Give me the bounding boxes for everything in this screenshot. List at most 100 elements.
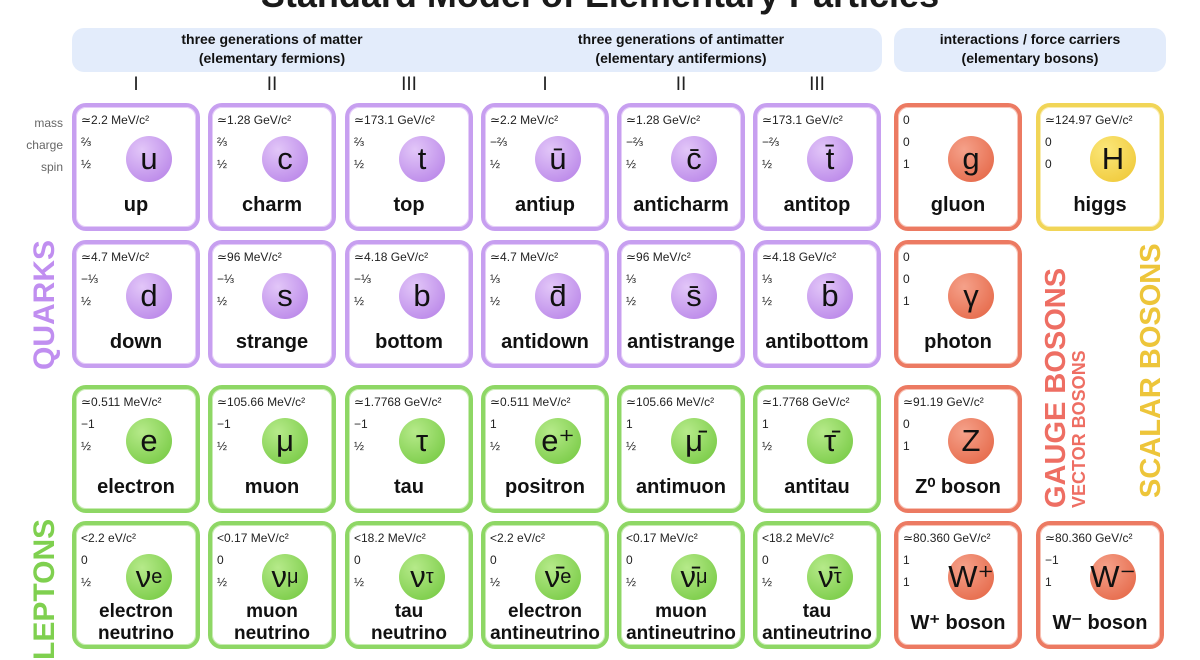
fermions-header-band (72, 28, 882, 72)
particle-spin: ½ (81, 439, 92, 453)
particle-spin: ½ (81, 575, 92, 589)
particle-card-photon: 0 0 1 γ photon (894, 240, 1022, 368)
particle-charge: ⅔ (81, 135, 92, 149)
particle-name: antibottom (757, 331, 877, 353)
particle-charge: −1 (217, 417, 231, 431)
particle-mass: ≃1.7768 GeV/c² (354, 395, 442, 409)
particle-name-line1: down (109, 331, 163, 353)
particle-mass: <0.17 MeV/c² (217, 531, 289, 545)
particle-name-line1: electron (508, 601, 582, 622)
particle-symbol: τ̄ (823, 423, 837, 458)
particle-symbol-circle: τ̄ (807, 418, 853, 464)
particle-name-line1: antitau (784, 476, 850, 498)
particle-name: antistrange (621, 331, 741, 353)
particle-spin: ½ (217, 157, 228, 171)
particle-charge: 1 (490, 417, 497, 431)
particle-mass: ≃105.66 MeV/c² (217, 395, 306, 409)
particle-card-antitop: ≃173.1 GeV/c² −⅔ ½ t̄ antitop (753, 103, 881, 231)
particle-symbol: c (277, 141, 293, 176)
particle-name-line1: tau (394, 476, 424, 498)
vector-bosons-label: VECTOR BOSONS (1069, 350, 1089, 508)
particle-charge: 0 (626, 553, 633, 567)
mass-label: mass (34, 116, 63, 130)
particle-spin: ½ (217, 439, 228, 453)
particle-spin: 1 (903, 294, 910, 308)
generation-label: II (266, 74, 278, 95)
particle-symbol-circle: ν̄ τ (807, 554, 853, 600)
generation-label: II (675, 74, 687, 95)
particle-mass: <18.2 MeV/c² (354, 531, 426, 545)
particle-mass: ≃80.360 GeV/c² (1045, 531, 1133, 545)
antimatter-header-line1: three generations of antimatter (577, 31, 785, 47)
particle-charge: −1 (1045, 553, 1059, 567)
particle-symbol: d (140, 278, 158, 313)
particle-spin: ½ (354, 157, 365, 171)
particle-symbol: H (1101, 141, 1125, 176)
particle-name: electron antineutrino (485, 601, 605, 645)
particle-charge: ⅓ (490, 272, 501, 286)
particle-card-muon: ≃105.66 MeV/c² −1 ½ μ muon (208, 385, 336, 513)
particle-name: antitop (757, 194, 877, 216)
particle-name: muon antineutrino (621, 601, 741, 645)
particle-spin: ½ (217, 294, 228, 308)
particle-charge: ⅓ (626, 272, 637, 286)
particle-card-tau-antineutrino: <18.2 MeV/c² 0 ½ ν̄ τ tau antineutrino (753, 521, 881, 649)
matter-header-line1: three generations of matter (181, 31, 363, 47)
particle-charge: 0 (903, 417, 910, 431)
particle-spin: ½ (354, 575, 365, 589)
particle-mass: <2.2 eV/c² (81, 531, 137, 545)
particle-symbol: s̄ (686, 278, 702, 313)
particle-mass: ≃4.18 GeV/c² (762, 250, 837, 264)
particle-symbol-subscript: e (560, 565, 572, 588)
particle-symbol-circle: d̄ (535, 273, 581, 319)
particle-name: strange (212, 331, 332, 353)
particle-symbol: t (417, 141, 427, 176)
particle-symbol-circle: H (1090, 136, 1136, 182)
particle-card-w-boson: ≃80.360 GeV/c² 1 1 W⁺ W⁺ boson (894, 521, 1022, 649)
particle-name: positron (485, 476, 605, 498)
particle-name-line2: neutrino (371, 623, 447, 644)
particle-name-line1: Z⁰ boson (915, 476, 1001, 498)
particle-name-line1: electron (99, 601, 173, 622)
particle-mass: 0 (903, 250, 910, 264)
particle-card-positron: ≃0.511 MeV/c² 1 ½ e⁺ positron (481, 385, 609, 513)
chart-title: Standard Model of Elementary Particles (0, 0, 1200, 16)
particle-mass: ≃0.511 MeV/c² (490, 395, 571, 409)
particle-charge: −1 (81, 417, 95, 431)
particle-name-line2: antineutrino (490, 623, 600, 644)
particle-spin: ½ (81, 294, 92, 308)
particle-name: W⁺ boson (898, 612, 1018, 634)
particle-spin: ½ (354, 294, 365, 308)
particle-name: Z⁰ boson (898, 476, 1018, 498)
particle-symbol: ν̄ (680, 559, 696, 594)
particle-name: gluon (898, 194, 1018, 216)
particle-card-bottom: ≃4.18 GeV/c² −⅓ ½ b bottom (345, 240, 473, 368)
particle-symbol: Z (961, 423, 981, 458)
particle-card-antibottom: ≃4.18 GeV/c² ⅓ ½ b̄ antibottom (753, 240, 881, 368)
particle-mass: ≃96 MeV/c² (217, 250, 282, 264)
particle-symbol-circle: W⁺ (948, 554, 994, 600)
particle-mass: <2.2 eV/c² (490, 531, 546, 545)
particle-charge: 1 (626, 417, 633, 431)
particle-symbol-circle: μ̄ (671, 418, 717, 464)
particle-name: down (76, 331, 196, 353)
particle-symbol-circle: e (126, 418, 172, 464)
bosons-header-line1: interactions / force carriers (939, 31, 1121, 47)
particle-name: tau antineutrino (757, 601, 877, 645)
particle-symbol: ν (410, 559, 426, 594)
generation-label: I (133, 74, 139, 95)
particle-mass: ≃0.511 MeV/c² (81, 395, 162, 409)
particle-symbol-subscript: τ (425, 565, 434, 588)
particle-symbol-circle: b (399, 273, 445, 319)
generation-label: I (542, 74, 548, 95)
particle-name: electron neutrino (76, 601, 196, 645)
particle-mass: ≃124.97 GeV/c² (1045, 113, 1133, 127)
particle-name-line1: antibottom (765, 331, 869, 353)
leptons-label: LEPTONS (28, 518, 61, 660)
particle-name-line1: top (393, 194, 425, 216)
generation-label: III (401, 74, 417, 95)
particle-card-antiup: ≃2.2 MeV/c² −⅔ ½ ū antiup (481, 103, 609, 231)
particle-charge: 0 (81, 553, 88, 567)
